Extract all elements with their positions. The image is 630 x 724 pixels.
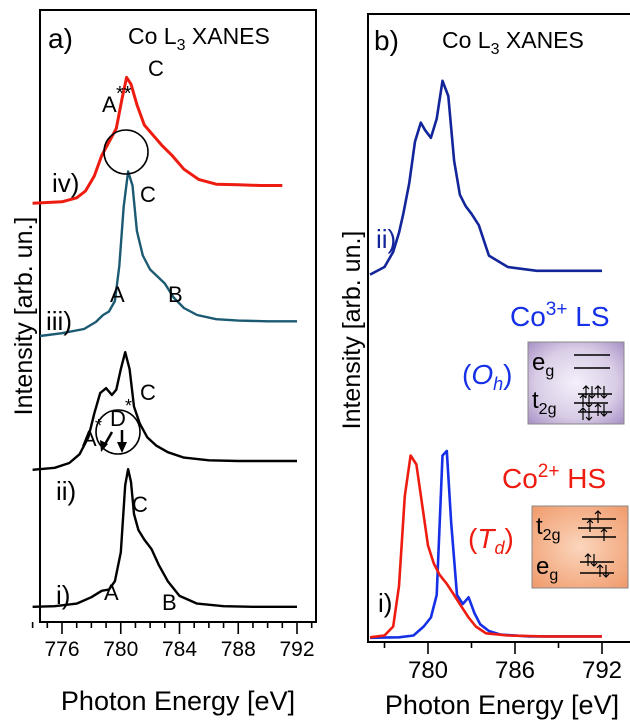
- panel-a-letter: a): [48, 23, 73, 54]
- label-b-ii: ii): [376, 224, 396, 254]
- series-line-b-1: [369, 79, 602, 276]
- panel-b-curves: [369, 79, 602, 640]
- x-tick-label-a: 792: [279, 638, 314, 661]
- series-line-b-3: [369, 454, 602, 639]
- label-ii: ii): [56, 476, 76, 506]
- td-electrons: [584, 510, 610, 578]
- peak-ii-D: D: [110, 406, 126, 431]
- label-i: i): [56, 580, 70, 610]
- co2-label: Co2+ HS: [502, 461, 606, 494]
- td-orbital-box: t2g eg: [531, 505, 629, 589]
- panel-a-curves: [32, 75, 297, 608]
- label-b-i: i): [378, 588, 392, 618]
- oh-box-bottom-label: t2g: [532, 387, 556, 418]
- panel-a-frame: [39, 9, 317, 623]
- peak-iii-A: A: [110, 282, 125, 307]
- arrow-ii-D-head: [117, 442, 127, 453]
- panel-a: a) Co L3 XANES Intensity [arb. un.] Phot…: [10, 9, 317, 716]
- x-tick-label-a: 788: [221, 638, 256, 661]
- x-tick-label-b: 786: [495, 657, 535, 684]
- td-box-top-label: t2g: [536, 513, 560, 544]
- peak-iv-C: C: [148, 56, 164, 81]
- panel-b-xlabel: Photon Energy [eV]: [385, 690, 619, 720]
- peak-iv-A-star: **: [116, 83, 132, 105]
- panel-a-ylabel: Intensity [arb. un.]: [10, 217, 38, 416]
- panel-a-x-ticks: 776 780 784 788 792: [31, 622, 315, 661]
- panel-b-x-ticks: 780 786 792: [383, 642, 622, 684]
- peak-ii-A-star: *: [95, 416, 102, 436]
- td-box-bottom-label: eg: [536, 553, 558, 584]
- oh-electrons: [579, 385, 608, 421]
- peak-ii-C: C: [140, 380, 156, 405]
- circle-ii: [95, 409, 141, 455]
- peak-i-B: B: [162, 590, 177, 615]
- label-iii: iii): [46, 306, 72, 336]
- peak-iv-A: A: [102, 92, 117, 117]
- oh-symmetry-label: (Oh): [462, 359, 512, 394]
- peak-i-A: A: [104, 580, 119, 605]
- panel-b-title: Co L3 XANES: [442, 27, 584, 58]
- circle-iv: [103, 129, 149, 175]
- x-tick-label-a: 780: [103, 638, 138, 661]
- oh-orbital-box: eg t2g: [527, 341, 625, 425]
- peak-ii-D-star: *: [125, 396, 132, 416]
- series-line-a-2: [39, 170, 297, 338]
- panel-b-ylabel: Intensity [arb. un.]: [338, 231, 366, 430]
- panel-b-frame: [367, 13, 630, 643]
- panel-a-title: Co L3 XANES: [128, 23, 270, 54]
- panel-a-xlabel: Photon Energy [eV]: [61, 686, 295, 716]
- peak-ii-A: A: [82, 426, 97, 451]
- td-symmetry-label: (Td): [468, 523, 514, 558]
- co3-label: Co3+ LS: [510, 299, 610, 332]
- peak-i-C: C: [132, 492, 148, 517]
- x-tick-label-b: 792: [582, 657, 622, 684]
- peak-iii-B: B: [168, 282, 183, 307]
- label-iv: iv): [52, 168, 79, 198]
- x-tick-label-b: 780: [408, 657, 448, 684]
- x-tick-label-a: 784: [162, 638, 197, 661]
- arrow-ii-A-head: [100, 440, 108, 452]
- panel-b: b) Co L3 XANES Intensity [arb. un.] Phot…: [338, 13, 630, 720]
- peak-iii-C: C: [140, 182, 156, 207]
- oh-box-top-label: eg: [532, 349, 554, 380]
- series-line-a-3: [32, 351, 297, 471]
- series-line-a-1: [32, 75, 283, 205]
- x-tick-label-a: 776: [44, 638, 79, 661]
- panel-b-letter: b): [374, 25, 399, 56]
- series-line-a-4: [32, 468, 297, 608]
